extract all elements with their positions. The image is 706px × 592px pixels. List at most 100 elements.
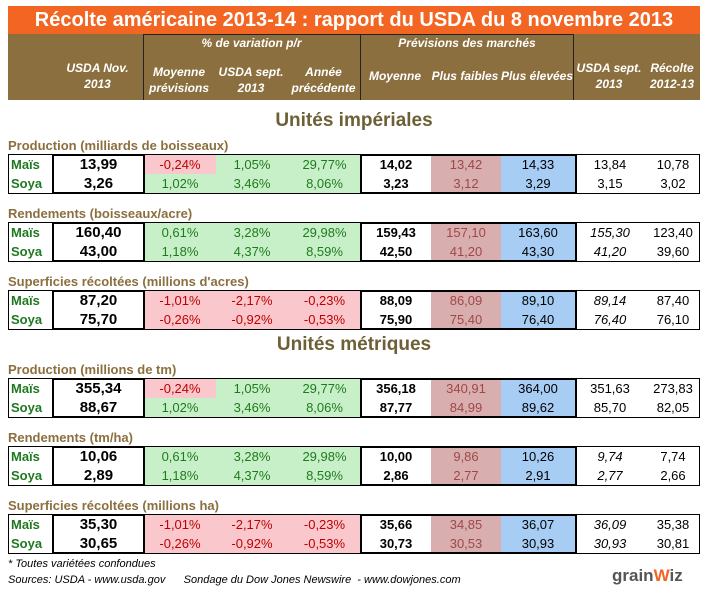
market-high: 163,60 [501,223,575,242]
previous-harvest: 3,02 [660,176,686,191]
table-row: Soya 43,00 1,18% 4,37% 8,59% 42,50 41,20 43,30 4… [9,242,699,261]
market-low: 340,91 [431,379,501,398]
pct-vs-previous-year: 29,98% [288,447,361,466]
pct-vs-average: 1,18% [144,466,216,485]
previous-harvest: 7,74 [660,449,686,464]
previous-harvest: 2,66 [660,468,686,483]
pct-vs-average: -1,01% [144,515,216,534]
pct-vs-sept: 1,05% [216,155,288,174]
pct-vs-sept: 4,37% [216,242,288,261]
group-label: Production (milliards de boisseaux) [8,138,229,153]
usda-nov-value: 2,89 [83,467,114,484]
usda-nov-value: 13,99 [79,156,118,173]
pct-vs-sept: -2,17% [216,515,288,534]
group-label: Production (millions de tm) [8,362,177,377]
section-title: Unités impériales [275,110,433,131]
market-low: 2,77 [431,466,501,485]
pct-vs-sept: 1,05% [216,379,288,398]
crop-name: Soya [11,244,43,259]
pct-vs-previous-year: 29,98% [288,223,361,242]
market-average: 10,00 [379,449,413,464]
pct-vs-average: 1,02% [144,174,216,193]
group-label: Superficies récoltées (millions ha) [8,498,219,513]
data-table: Maïs 355,34 -0,24% 1,05% 29,77% 356,18 340,91 3… [8,378,700,418]
column-header: USDA Nov. 2013 [66,61,129,91]
market-high: 10,26 [501,447,575,466]
pct-vs-average: 0,61% [144,447,216,466]
pct-vs-previous-year: -0,53% [288,310,361,329]
market-high: 3,29 [501,174,575,193]
header-group-border [360,34,574,100]
column-header: USDA sept. 2013 [576,61,642,91]
table-row: Maïs 10,06 0,61% 3,28% 29,98% 10,00 9,86 10,26 9… [9,447,699,466]
crop-name: Maïs [11,225,40,240]
market-low: 30,53 [431,534,501,553]
table-row: Maïs 160,40 0,61% 3,28% 29,98% 159,43 157,10 16… [9,223,699,242]
market-high: 43,30 [501,242,575,261]
pct-vs-sept: 3,46% [216,174,288,193]
pct-vs-average: 1,18% [144,242,216,261]
usda-sept-value: 351,63 [590,381,630,396]
pct-vs-average: 1,02% [144,398,216,417]
usda-nov-value: 43,00 [79,243,118,260]
table-row: Soya 3,26 1,02% 3,46% 8,06% 3,23 3,12 3,29 3,15 3… [9,174,699,193]
market-high: 14,33 [501,155,575,174]
market-high: 36,07 [501,515,575,534]
pct-vs-previous-year: 29,77% [288,379,361,398]
usda-nov-value: 3,26 [83,175,114,192]
data-table: Maïs 10,06 0,61% 3,28% 29,98% 10,00 9,86 10,26 9… [8,446,700,486]
pct-vs-previous-year: -0,23% [288,291,361,310]
crop-name: Maïs [11,517,40,532]
pct-vs-sept: 3,28% [216,223,288,242]
crop-name: Soya [11,536,43,551]
usda-sept-value: 85,70 [593,400,627,415]
previous-harvest: 39,60 [656,244,690,259]
previous-harvest: 123,40 [653,225,693,240]
market-low: 13,42 [431,155,501,174]
market-average: 88,09 [379,293,413,308]
table-row: Maïs 13,99 -0,24% 1,05% 29,77% 14,02 13,42 14,3… [9,155,699,174]
market-high: 364,00 [501,379,575,398]
market-low: 41,20 [431,242,501,261]
pct-vs-sept: -0,92% [216,310,288,329]
usda-sept-value: 3,15 [597,176,623,191]
crop-name: Maïs [11,381,40,396]
usda-nov-value: 87,20 [79,292,118,309]
previous-harvest: 76,10 [656,312,690,327]
pct-vs-previous-year: 8,06% [288,174,361,193]
usda-sept-value: 89,14 [593,293,627,308]
market-low: 86,09 [431,291,501,310]
usda-sept-value: 41,20 [593,244,627,259]
crop-name: Maïs [11,449,40,464]
pct-vs-average: -0,24% [144,379,216,398]
table-row: Soya 2,89 1,18% 4,37% 8,59% 2,86 2,77 2,91 2,77 2… [9,466,699,485]
market-high: 76,40 [501,310,575,329]
usda-nov-value: 35,30 [79,516,118,533]
group-label: Rendements (tm/ha) [8,430,133,445]
market-low: 34,85 [431,515,501,534]
pct-vs-previous-year: 8,06% [288,398,361,417]
usda-sept-value: 13,84 [593,157,627,172]
usda-nov-value: 10,06 [79,448,118,465]
grainwiz-logo: grainWiz [612,566,683,585]
usda-sept-value: 36,09 [593,517,627,532]
market-high: 30,93 [501,534,575,553]
usda-nov-value: 75,70 [79,311,118,328]
column-header: Plus élevées [500,69,574,83]
pct-vs-sept: 4,37% [216,466,288,485]
previous-harvest: 273,83 [653,381,693,396]
pct-vs-average: -0,26% [144,310,216,329]
market-average: 3,23 [383,176,409,191]
header-group-market: Prévisions des marchés [398,36,536,50]
table-row: Soya 75,70 -0,26% -0,92% -0,53% 75,90 75,40 76,… [9,310,699,329]
table-row: Soya 30,65 -0,26% -0,92% -0,53% 30,73 30,53 30,… [9,534,699,553]
column-header: Plus faibles [431,69,499,83]
market-average: 87,77 [379,400,413,415]
usda-sept-value: 30,93 [593,536,627,551]
pct-vs-previous-year: 29,77% [288,155,361,174]
market-high: 89,62 [501,398,575,417]
crop-name: Soya [11,312,43,327]
usda-nov-value: 88,67 [79,399,118,416]
data-table: Maïs 13,99 -0,24% 1,05% 29,77% 14,02 13,42 14,3… [8,154,700,194]
